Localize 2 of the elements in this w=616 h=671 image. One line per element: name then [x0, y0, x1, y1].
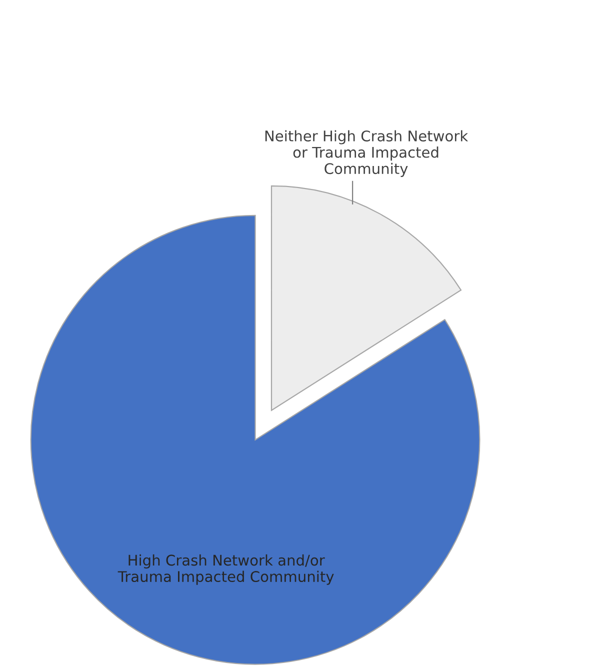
- slice-label: High Crash Network and/or Trauma Impacted Community: [118, 554, 334, 585]
- slice-label: Neither High Crash Network or Trauma Impacted Community: [265, 130, 468, 177]
